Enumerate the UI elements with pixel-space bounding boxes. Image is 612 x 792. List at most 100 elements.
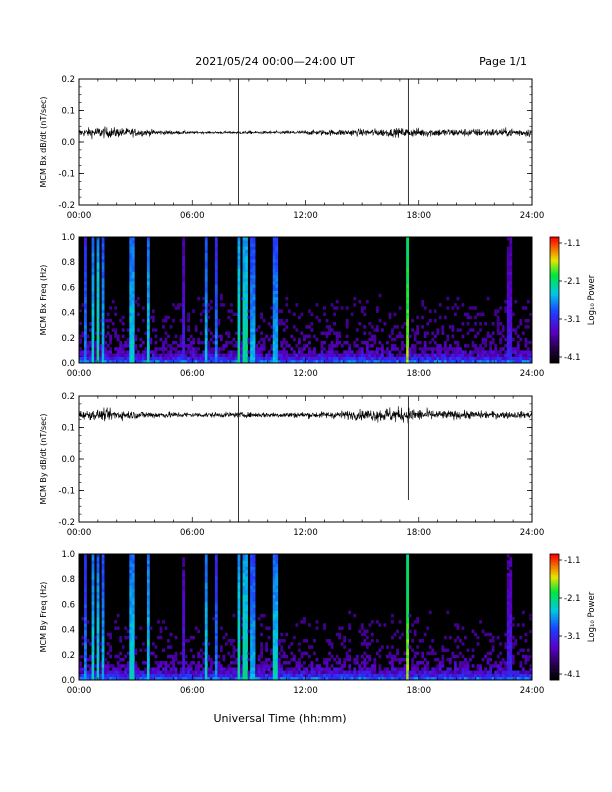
spectrogram-cell: [358, 676, 362, 681]
spectrogram-cell: [509, 315, 513, 320]
spectrogram-cell: [474, 673, 477, 678]
spectrogram-cell: [368, 356, 372, 361]
spectrogram-cell: [134, 334, 138, 339]
spectrogram-cell: [172, 303, 175, 307]
y-tick-label: 1.0: [61, 233, 75, 243]
spectrogram-cell: [436, 353, 440, 357]
spectrogram-cell: [245, 623, 248, 627]
spectrogram-cell: [338, 331, 342, 335]
spectrogram-cell: [491, 635, 495, 640]
spectrogram-cell: [456, 350, 460, 354]
spectrogram-cell: [272, 664, 276, 668]
spectrogram-cell: [418, 673, 422, 678]
spectrogram-cell: [84, 654, 87, 659]
spectrogram-cell: [345, 322, 349, 326]
spectrogram-cell: [401, 673, 404, 678]
spectrogram-cell: [448, 667, 452, 671]
spectrogram-cell: [252, 645, 256, 649]
spectrogram-cell: [297, 661, 301, 665]
spectrogram-cell: [355, 654, 359, 659]
spectrogram-cell: [348, 623, 352, 627]
spectrogram-cell: [350, 670, 354, 674]
spectrogram-cell: [230, 642, 233, 646]
spectrogram-cell: [182, 635, 185, 640]
spectrogram-cell: [245, 620, 248, 624]
spectrogram-cell: [393, 312, 397, 317]
spectrogram-cell: [124, 664, 128, 668]
spectrogram-cell: [84, 673, 87, 678]
spectrogram-cell: [131, 350, 135, 354]
spectrogram-cell: [237, 607, 241, 611]
spectrogram-cell: [471, 673, 475, 678]
spectrogram-cell: [446, 667, 450, 671]
spectrogram-cell: [461, 353, 465, 357]
spectrogram-cell: [214, 249, 218, 254]
spectrogram-cell: [340, 673, 344, 678]
spectrogram-cell: [116, 654, 120, 659]
spectrogram-cell: [237, 268, 241, 272]
spectrogram-cell: [250, 290, 253, 294]
spectrogram-cell: [240, 635, 243, 640]
spectrogram-cell: [164, 670, 168, 674]
spectrogram-cell: [272, 268, 276, 272]
spectrogram-cell: [212, 347, 216, 351]
spectrogram-cell: [285, 661, 289, 665]
spectrogram-cell: [207, 667, 211, 671]
spectrogram-cell: [350, 356, 354, 361]
spectrogram-cell: [214, 290, 218, 294]
spectrogram-cell: [474, 347, 477, 351]
spectrogram-cell: [99, 318, 102, 323]
spectrogram-cell: [285, 353, 289, 357]
spectrogram-cell: [214, 654, 218, 659]
spectrogram-cell: [129, 576, 133, 580]
spectrogram-cell: [388, 312, 392, 317]
spectrogram-cell: [129, 661, 133, 665]
spectrogram-cell: [471, 356, 475, 361]
spectrogram-cell: [169, 356, 173, 361]
spectrogram-cell: [214, 337, 218, 342]
spectrogram-cell: [506, 629, 510, 634]
spectrogram-cell: [391, 347, 394, 351]
colorbar-segment: [550, 667, 559, 670]
spectrogram-cell: [146, 657, 150, 662]
x-tick-label: 06:00: [180, 528, 205, 538]
spectrogram-cell: [96, 664, 100, 668]
spectrogram-cell: [81, 667, 85, 671]
spectrogram-cell: [172, 670, 175, 674]
spectrogram-cell: [84, 277, 87, 282]
spectrogram-cell: [466, 356, 470, 361]
spectrogram-cell: [187, 356, 191, 361]
spectrogram-cell: [214, 642, 218, 646]
spectrogram-cell: [433, 657, 437, 662]
spectrogram-cell: [202, 676, 206, 681]
colorbar-segment: [550, 617, 559, 620]
spectrogram-cell: [315, 356, 319, 361]
spectrogram-cell: [270, 664, 274, 668]
spectrogram-cell: [250, 252, 253, 257]
spectrogram-cell: [323, 657, 326, 662]
spectrogram-cell: [426, 651, 430, 656]
spectrogram-cell: [496, 635, 500, 640]
spectrogram-cell: [242, 594, 246, 599]
spectrogram-cell: [267, 676, 271, 681]
spectrogram-cell: [250, 591, 253, 596]
spectrogram-cell: [504, 337, 508, 342]
spectrogram-cell: [131, 632, 135, 637]
spectrogram-cell: [479, 620, 482, 624]
spectrogram-cell: [486, 673, 490, 678]
spectrogram-cell: [272, 265, 276, 269]
spectrogram-cell: [466, 670, 470, 674]
spectrogram-cell: [275, 632, 279, 637]
spectrogram-cell: [521, 670, 525, 674]
spectrogram-cell: [187, 337, 191, 342]
spectrogram-cell: [189, 340, 193, 345]
spectrogram-cell: [401, 676, 404, 681]
spectrogram-cell: [448, 353, 452, 357]
spectrogram-cell: [131, 613, 135, 618]
spectrogram-cell: [114, 673, 118, 678]
spectrogram-cell: [328, 657, 331, 662]
spectrogram-cell: [199, 648, 203, 652]
spectrogram-cell: [423, 667, 427, 671]
spectrogram-cell: [461, 642, 465, 646]
spectrogram-cell: [501, 676, 505, 681]
